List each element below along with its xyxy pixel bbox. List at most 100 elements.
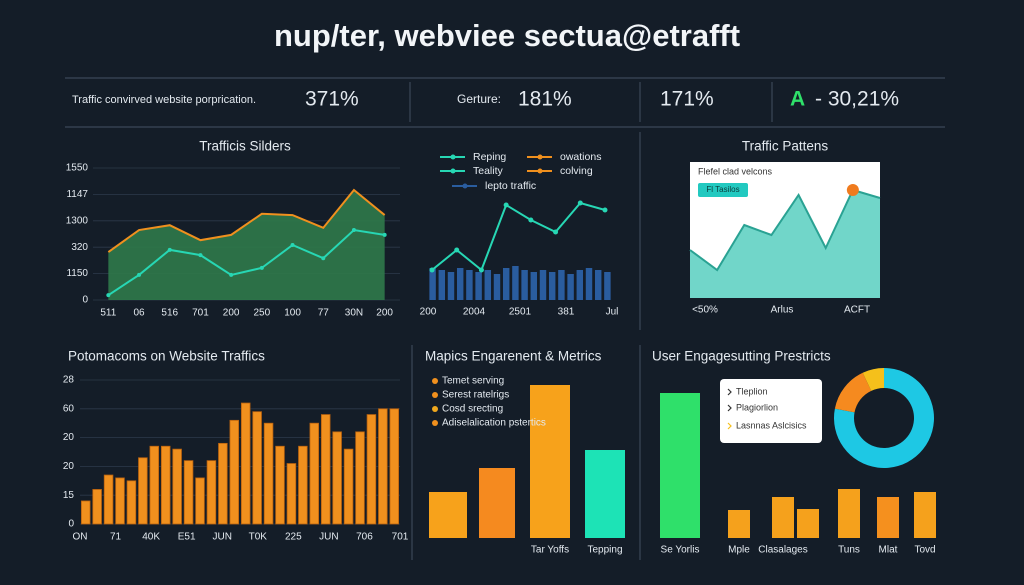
bar — [298, 445, 308, 525]
legend-swatch — [450, 168, 456, 174]
bar — [320, 414, 331, 525]
bar — [660, 393, 700, 538]
x-tick-label: 516 — [161, 308, 178, 319]
x-tick-label: 71 — [110, 532, 122, 543]
legend-swatch — [432, 392, 438, 398]
legend-card — [720, 379, 822, 443]
legend-swatch — [450, 154, 456, 160]
legend-label: Cosd srecting — [442, 404, 503, 415]
x-tick-label: <50% — [692, 305, 718, 316]
legend-label: lepto traffic — [485, 180, 536, 192]
y-tick-label: 20 — [63, 432, 75, 443]
x-tick-label: Jul — [606, 307, 619, 318]
bar — [728, 510, 750, 538]
x-tick-label: Mple — [728, 545, 750, 556]
kpi-value: 371% — [305, 88, 359, 111]
y-tick-label: 28 — [63, 375, 75, 386]
y-tick-label: 15 — [63, 490, 75, 501]
legend-label: Tleplion — [736, 386, 768, 396]
bar — [252, 411, 262, 525]
chart-title: Potomacoms on Website Traffics — [68, 349, 265, 364]
point — [577, 200, 583, 206]
point — [351, 228, 356, 233]
x-tick-label: 30N — [345, 308, 363, 319]
bar — [429, 268, 436, 300]
kpi-value: 181% — [518, 88, 572, 111]
bar — [914, 492, 936, 538]
chart-title: User Engagesutting Prestricts — [652, 349, 831, 364]
x-tick-label: 250 — [254, 308, 271, 319]
badge-label: Fl Tasilos — [706, 185, 739, 194]
kpi-label: Traffic convirved website porprication. — [72, 94, 256, 106]
point — [198, 253, 203, 258]
bar — [838, 489, 860, 538]
bar — [195, 477, 205, 525]
x-tick-label: JUN — [319, 532, 338, 543]
x-tick-label: Tovd — [914, 545, 935, 556]
point — [503, 202, 509, 208]
point — [602, 207, 608, 213]
y-tick-label: 1147 — [66, 189, 88, 200]
highlight-marker — [846, 184, 859, 196]
x-tick-label: 511 — [100, 308, 116, 319]
legend-marker — [727, 388, 732, 396]
y-tick-label: 320 — [71, 242, 88, 253]
bar — [309, 422, 320, 525]
bar — [484, 270, 492, 300]
bar — [138, 457, 148, 525]
bar — [447, 272, 455, 300]
y-tick-label: 1150 — [66, 268, 88, 279]
bar — [206, 460, 217, 525]
x-tick-label: 701 — [392, 532, 409, 543]
legend-label: colving — [560, 165, 593, 177]
x-tick-label: 225 — [285, 532, 302, 543]
y-tick-label: 20 — [63, 461, 75, 472]
x-tick-label: Tepping — [587, 545, 622, 556]
legend-label: Plagiorlion — [736, 402, 778, 412]
bar — [103, 474, 114, 525]
bar — [479, 468, 515, 538]
donut-slice — [834, 372, 872, 413]
series-line — [689, 188, 881, 272]
legend-swatch — [432, 420, 438, 426]
point — [259, 265, 264, 270]
legend-label: owations — [560, 151, 601, 163]
y-tick-label: 1300 — [66, 215, 89, 226]
kpi-label: Gerture: — [457, 92, 501, 106]
x-tick-label: 2501 — [509, 307, 532, 318]
bar — [240, 402, 251, 525]
bar — [429, 492, 467, 538]
bar — [389, 408, 400, 525]
point — [528, 217, 534, 223]
x-tick-label: 100 — [284, 308, 301, 319]
x-tick-label: Tuns — [838, 545, 860, 556]
point — [553, 229, 559, 235]
bar — [456, 268, 464, 300]
bar — [149, 445, 160, 525]
bar — [355, 431, 365, 525]
legend-swatch — [432, 406, 438, 412]
bar — [218, 442, 228, 525]
badge — [698, 183, 748, 197]
x-tick-label: ACFT — [844, 305, 870, 316]
donut-slice — [833, 368, 934, 468]
area-fill — [690, 190, 880, 298]
x-tick-label: 77 — [318, 308, 330, 319]
x-tick-label: Se Yorlis — [661, 545, 700, 556]
bar — [366, 414, 377, 525]
bar — [92, 489, 102, 525]
bar — [604, 272, 611, 300]
x-tick-label: Arlus — [771, 305, 794, 316]
bar — [172, 448, 182, 525]
bar — [80, 500, 91, 525]
x-tick-label: 706 — [356, 532, 373, 543]
bar — [530, 385, 570, 538]
bar — [576, 270, 584, 300]
bar — [160, 445, 171, 525]
point — [321, 256, 326, 261]
legend-swatch — [537, 168, 543, 174]
legend-marker — [727, 404, 732, 412]
bar — [475, 272, 482, 300]
page-title: nup/ter, webviee sectua@etrafft — [274, 18, 740, 53]
